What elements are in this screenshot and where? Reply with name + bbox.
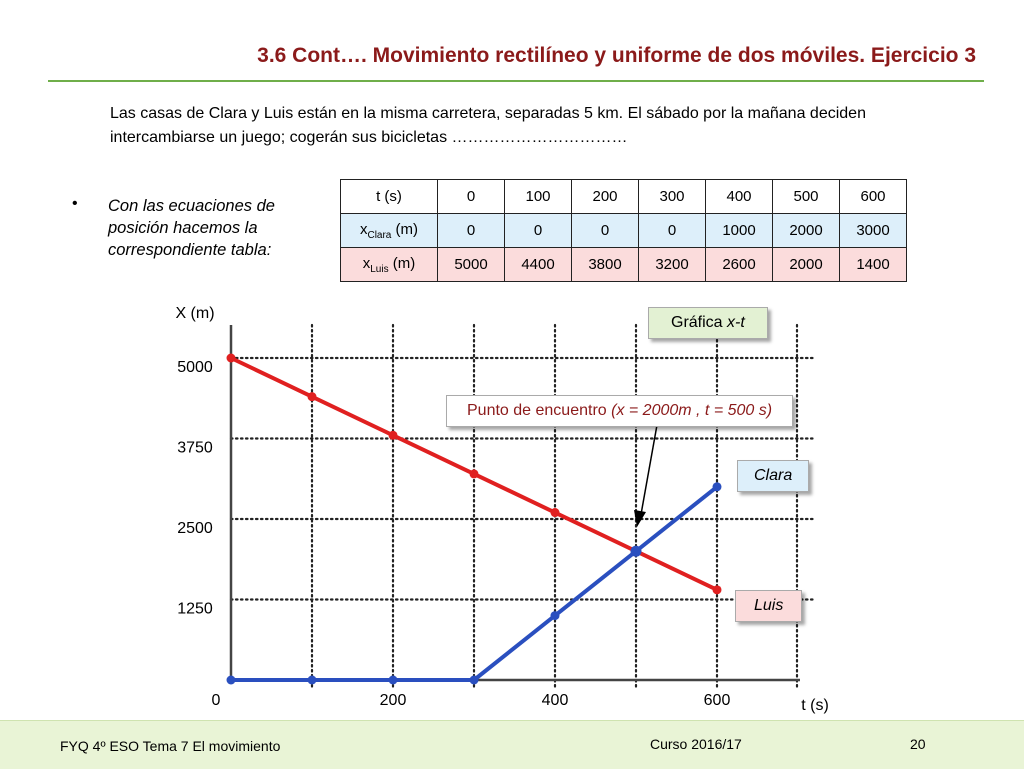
table-cell: 0: [437, 179, 505, 214]
table-cell: 2600: [705, 247, 773, 282]
chart-tick-labels: X (m) t (s) 1250 2500 3750 5000 0 200 400 600: [175, 305, 828, 714]
table-cell: 2000: [772, 247, 840, 282]
table-cell: 2000: [772, 213, 840, 248]
graph-title-tag: Gráfica x-t: [648, 307, 768, 339]
position-table: t (s) 0 100 200 300 400 500 600 xClara (…: [340, 179, 907, 282]
table-row-time: t (s) 0 100 200 300 400 500 600: [340, 179, 907, 214]
page-number: 20: [910, 736, 926, 752]
table-cell: 200: [571, 179, 639, 214]
meeting-point: [630, 545, 642, 557]
table-cell: 400: [705, 179, 773, 214]
table-cell: 1000: [705, 213, 773, 248]
table-row-clara: xClara (m) 0 0 0 0 1000 2000 3000: [340, 213, 907, 248]
chart-grid: [229, 323, 817, 692]
meeting-prefix: Punto de encuentro: [467, 402, 612, 419]
table-cell: 5000: [437, 247, 505, 282]
graph-title-italic: x-t: [727, 314, 745, 331]
footer-bar: [0, 720, 1024, 769]
table-cell: 100: [504, 179, 572, 214]
table-cell: 3800: [571, 247, 639, 282]
point-luis: [469, 469, 479, 479]
table-cell: 600: [839, 179, 907, 214]
table-cell: 1400: [839, 247, 907, 282]
point-clara: [712, 482, 722, 492]
legend-clara: Clara: [737, 460, 810, 492]
slide-title: 3.6 Cont…. Movimiento rectilíneo y unifo…: [257, 44, 976, 67]
point-clara: [550, 611, 560, 621]
xt-chart: X (m) t (s) 1250 2500 3750 5000 0 200 400 600: [175, 305, 828, 714]
header-sub: Luis: [370, 263, 389, 275]
bullet-marker: •: [72, 195, 78, 212]
y-tick-label: 5000: [177, 359, 213, 376]
legend-luis: Luis: [735, 590, 803, 622]
graph-title-prefix: Gráfica: [671, 314, 728, 331]
footer-course: FYQ 4º ESO Tema 7 El movimiento: [60, 738, 281, 754]
x-tick-label: 200: [380, 692, 407, 709]
title-divider: [48, 80, 984, 82]
y-tick-label: 2500: [177, 520, 213, 537]
chart-points: [226, 353, 722, 685]
table-cell: 500: [772, 179, 840, 214]
table-row-luis: xLuis (m) 5000 4400 3800 3200 2600 2000 …: [340, 247, 907, 282]
meeting-arrow-shaft: [639, 424, 658, 521]
table-header-time: t (s): [340, 179, 438, 214]
header-main: x: [359, 220, 368, 238]
footer-year: Curso 2016/17: [650, 736, 742, 752]
meeting-arrow: [634, 424, 658, 527]
point-luis: [226, 353, 236, 363]
table-cell: 0: [571, 213, 639, 248]
point-luis: [307, 392, 317, 402]
legend-luis-label: Luis: [754, 597, 784, 614]
table-header-clara: xClara (m): [340, 213, 438, 248]
point-luis: [712, 585, 722, 595]
intro-text: Las casas de Clara y Luis están en la mi…: [110, 105, 866, 146]
y-tick-label: 1250: [177, 601, 213, 618]
table-cell: 300: [638, 179, 706, 214]
header-sub: Clara: [367, 229, 392, 241]
y-tick-label: 3750: [177, 440, 213, 457]
table-cell: 0: [504, 213, 572, 248]
point-clara: [226, 675, 236, 685]
table-cell: 3200: [638, 247, 706, 282]
chart-axes: [229, 325, 800, 682]
meeting-point-tag: Punto de encuentro (x = 2000m , t = 500 …: [446, 395, 794, 427]
table-header-luis: xLuis (m): [340, 247, 438, 282]
y-axis-label: X (m): [175, 305, 214, 322]
header-main: x: [362, 254, 371, 272]
x-axis-label: t (s): [801, 697, 829, 714]
point-luis: [388, 430, 398, 440]
x-tick-label: 400: [542, 692, 569, 709]
point-clara: [388, 675, 398, 685]
meeting-italic: (x = 2000m , t = 500 s): [611, 402, 773, 419]
legend-clara-label: Clara: [754, 467, 793, 484]
bullet-text: Con las ecuaciones de posición hacemos l…: [108, 197, 275, 259]
point-clara: [469, 675, 479, 685]
point-clara: [307, 675, 317, 685]
meeting-arrow-head: [634, 510, 646, 527]
table-cell: 0: [638, 213, 706, 248]
x-tick-label: 0: [212, 692, 221, 709]
header-unit: (m): [388, 254, 416, 272]
x-tick-label: 600: [704, 692, 731, 709]
point-luis: [550, 508, 560, 518]
header-unit: (m): [391, 220, 419, 238]
